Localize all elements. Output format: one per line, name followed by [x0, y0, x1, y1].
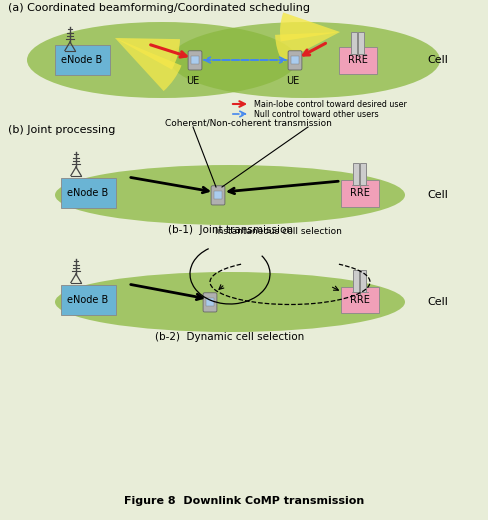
FancyBboxPatch shape: [338, 46, 376, 73]
Text: (b-1)  Joint transmission: (b-1) Joint transmission: [167, 225, 292, 235]
Text: (b) Joint processing: (b) Joint processing: [8, 125, 115, 135]
Wedge shape: [115, 38, 180, 70]
FancyBboxPatch shape: [357, 32, 363, 54]
Text: Cell: Cell: [427, 297, 447, 307]
Text: Main-lobe control toward desired user: Main-lobe control toward desired user: [253, 99, 406, 109]
Wedge shape: [280, 12, 339, 42]
FancyBboxPatch shape: [359, 270, 365, 292]
Text: RRE: RRE: [347, 55, 367, 65]
Text: eNode B: eNode B: [67, 295, 108, 305]
FancyBboxPatch shape: [352, 163, 358, 185]
FancyBboxPatch shape: [352, 270, 358, 292]
FancyBboxPatch shape: [206, 297, 213, 306]
Text: RRE: RRE: [349, 188, 369, 198]
FancyBboxPatch shape: [188, 51, 202, 70]
Ellipse shape: [55, 165, 404, 225]
Wedge shape: [115, 38, 181, 91]
FancyBboxPatch shape: [61, 178, 115, 208]
FancyBboxPatch shape: [340, 287, 378, 314]
Text: UE: UE: [286, 76, 299, 86]
Text: Null control toward other users: Null control toward other users: [253, 110, 378, 119]
Text: Cell: Cell: [427, 55, 447, 65]
FancyBboxPatch shape: [350, 32, 356, 54]
FancyBboxPatch shape: [203, 293, 217, 312]
FancyBboxPatch shape: [211, 186, 224, 205]
Text: Instantaneous cell selection: Instantaneous cell selection: [214, 227, 341, 236]
Text: (a) Coordinated beamforming/Coordinated scheduling: (a) Coordinated beamforming/Coordinated …: [8, 3, 309, 13]
FancyBboxPatch shape: [340, 179, 378, 206]
FancyBboxPatch shape: [359, 163, 365, 185]
FancyBboxPatch shape: [54, 45, 109, 75]
FancyBboxPatch shape: [291, 56, 298, 64]
Text: Coherent/Non-coherent transmission: Coherent/Non-coherent transmission: [164, 118, 331, 127]
FancyBboxPatch shape: [191, 56, 199, 64]
Text: eNode B: eNode B: [61, 55, 102, 65]
Text: Figure 8  Downlink CoMP transmission: Figure 8 Downlink CoMP transmission: [123, 496, 364, 506]
Text: eNode B: eNode B: [67, 188, 108, 198]
Text: UE: UE: [186, 76, 199, 86]
FancyBboxPatch shape: [214, 190, 222, 200]
Text: Cell: Cell: [427, 190, 447, 200]
Ellipse shape: [170, 22, 439, 98]
Text: (b-2)  Dynamic cell selection: (b-2) Dynamic cell selection: [155, 332, 304, 342]
FancyBboxPatch shape: [61, 285, 115, 315]
FancyBboxPatch shape: [287, 51, 301, 70]
Wedge shape: [274, 32, 339, 62]
Text: RRE: RRE: [349, 295, 369, 305]
Ellipse shape: [27, 22, 296, 98]
Ellipse shape: [55, 272, 404, 332]
